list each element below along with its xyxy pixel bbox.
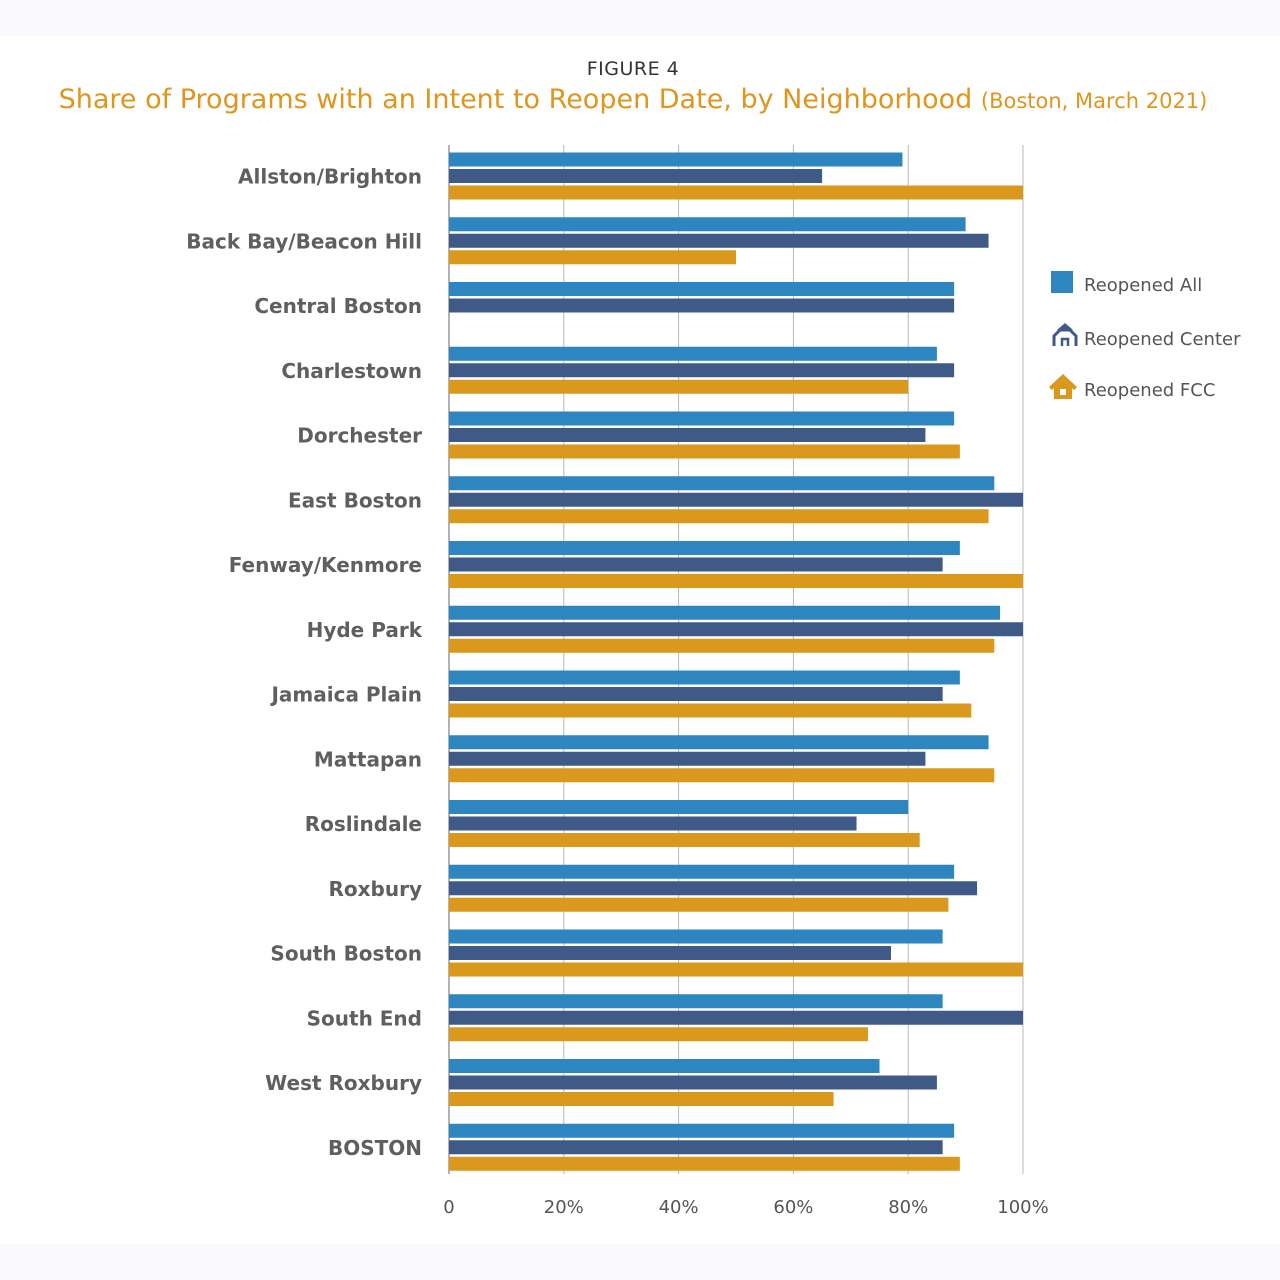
bar	[449, 169, 823, 183]
category-label: West Roxbury	[265, 1071, 422, 1095]
bar	[449, 816, 857, 831]
x-tick-label: 40%	[659, 1197, 699, 1218]
bar	[449, 833, 920, 847]
bar	[449, 1140, 943, 1155]
square-icon	[1051, 271, 1073, 293]
legend-label: Reopened All	[1084, 275, 1202, 296]
category-label: East Boston	[288, 488, 422, 512]
category-label: Fenway/Kenmore	[229, 553, 422, 577]
bar	[449, 881, 978, 896]
chart-title-sub: (Boston, March 2021)	[980, 89, 1208, 113]
bar	[449, 735, 989, 750]
house-icon	[1049, 374, 1077, 399]
bar	[449, 751, 926, 766]
bar	[449, 1059, 880, 1073]
x-tick-label: 0	[443, 1197, 454, 1218]
bar	[449, 152, 903, 167]
bar	[449, 1027, 869, 1042]
bar	[449, 638, 995, 653]
bar	[449, 1123, 955, 1138]
bar	[449, 929, 943, 944]
bar	[449, 217, 966, 232]
bar	[449, 476, 995, 491]
category-label: Roxbury	[329, 877, 423, 901]
bar	[449, 444, 960, 459]
bar	[449, 346, 937, 361]
category-label: Mattapan	[314, 747, 422, 771]
bar	[449, 363, 955, 378]
figure-label: FIGURE 4	[586, 58, 680, 80]
legend-label: Reopened Center	[1084, 329, 1241, 350]
category-label: Dorchester	[297, 424, 422, 448]
bar	[449, 962, 1023, 977]
bar	[449, 994, 943, 1009]
bar	[449, 1075, 937, 1090]
bar	[449, 557, 943, 572]
bar	[449, 800, 909, 814]
category-label: South End	[307, 1006, 422, 1030]
bar	[449, 605, 1001, 620]
x-tick-label: 100%	[997, 1197, 1048, 1218]
bar	[449, 897, 949, 912]
bar	[449, 379, 909, 394]
bar	[449, 687, 943, 701]
category-label: Roslindale	[305, 812, 422, 836]
bar	[449, 298, 955, 313]
category-label: Back Bay/Beacon Hill	[186, 229, 422, 253]
bar	[449, 1092, 834, 1106]
bar	[449, 703, 972, 718]
bar	[449, 670, 960, 685]
bar	[449, 768, 995, 783]
bar	[449, 250, 736, 265]
bar	[449, 541, 960, 555]
bar	[449, 946, 891, 960]
chart-title-main: Share of Programs with an Intent to Reop…	[58, 84, 973, 115]
x-tick-label: 60%	[773, 1197, 813, 1218]
category-label: Hyde Park	[307, 618, 423, 642]
chart-title: Share of Programs with an Intent to Reop…	[0, 84, 1266, 115]
bar	[449, 185, 1023, 200]
bar	[449, 233, 989, 248]
x-tick-label: 20%	[544, 1197, 584, 1218]
bar	[449, 864, 955, 879]
category-label: South Boston	[270, 942, 422, 966]
x-tick-label: 80%	[888, 1197, 928, 1218]
school-building-icon	[1052, 323, 1078, 346]
legend-label: Reopened FCC	[1084, 380, 1215, 401]
bar	[449, 428, 926, 442]
bar	[449, 1156, 960, 1171]
category-label: Charlestown	[281, 359, 422, 383]
category-label: Central Boston	[254, 294, 422, 318]
bar	[449, 622, 1023, 637]
bar	[449, 1010, 1023, 1025]
bar	[449, 282, 955, 296]
bar	[449, 574, 1023, 588]
bar	[449, 411, 955, 426]
bar	[449, 509, 989, 524]
category-label: Allston/Brighton	[238, 165, 422, 189]
category-label: BOSTON	[328, 1136, 422, 1160]
bar	[449, 492, 1023, 507]
category-label: Jamaica Plain	[269, 683, 422, 707]
